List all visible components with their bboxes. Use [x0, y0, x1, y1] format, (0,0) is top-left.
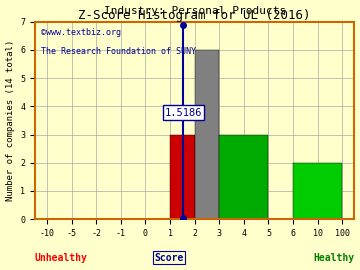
Text: Industry: Personal Products: Industry: Personal Products: [104, 6, 286, 16]
Text: 1.5186: 1.5186: [165, 107, 202, 117]
Text: ©www.textbiz.org: ©www.textbiz.org: [41, 28, 121, 37]
Text: Healthy: Healthy: [313, 253, 355, 263]
Text: Unhealthy: Unhealthy: [35, 253, 88, 263]
Bar: [195, 50, 219, 219]
Title: Z-Score Histogram for UL (2016): Z-Score Histogram for UL (2016): [78, 9, 311, 22]
Bar: [219, 134, 269, 219]
Text: Score: Score: [154, 253, 184, 263]
Y-axis label: Number of companies (14 total): Number of companies (14 total): [5, 40, 14, 201]
Bar: [293, 163, 342, 219]
Text: The Research Foundation of SUNY: The Research Foundation of SUNY: [41, 48, 196, 56]
Bar: [170, 134, 195, 219]
